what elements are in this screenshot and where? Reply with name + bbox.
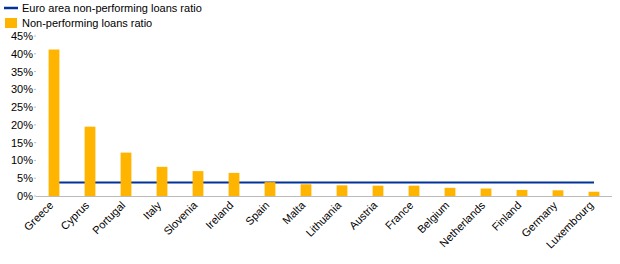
x-tick-label: Italy [141,199,164,222]
x-tick-label: Malta [280,198,308,226]
chart: 0% 5% 10% 15% 20% 25% 30% 35% 40% 45% GreeceCyprus… [0,0,620,264]
bar [517,190,528,196]
x-tick-label: Greece [21,199,55,233]
y-tick [34,36,36,37]
bar [481,189,492,196]
y-tick-label: 45% [11,30,33,42]
bar [193,171,204,196]
bar [409,186,420,196]
x-tick-label: Belgium [415,199,452,236]
y-tick [34,107,36,108]
legend-swatch [4,7,18,10]
y-tick [34,178,36,179]
bar [445,188,456,196]
x-tick-label: Netherlands [437,199,488,250]
x-tick-label: Luxembourg [544,199,596,251]
x-axis [36,196,612,197]
y-tick-label: 35% [11,66,33,78]
y-tick [34,142,36,143]
y-tick-label: 15% [11,137,33,149]
y-tick [34,71,36,72]
bar [589,192,600,196]
x-tick-label: Slovenia [161,198,200,237]
y-tick-label: 25% [11,101,33,113]
plot-marks [54,182,594,183]
legend-label: Euro area non-performing loans ratio [22,2,202,14]
y-tick-label: 0% [17,190,33,202]
bar [301,184,312,196]
x-tick-label: Portugal [90,199,127,236]
bar [373,186,384,196]
legend-label: Non-performing loans ratio [22,17,152,29]
y-tick-label: 20% [11,119,33,131]
y-tick [34,160,36,161]
y-tick [34,89,36,90]
x-tick-label: Finland [489,199,523,233]
bar [553,190,564,196]
x-tick-label: France [383,199,416,232]
y-tick [34,53,36,54]
y-tick [34,124,36,125]
y-tick-label: 10% [11,154,33,166]
x-tick-label: Lithuania [303,198,344,239]
x-tick-label: Spain [243,199,271,227]
bar [121,153,132,196]
bar [85,127,96,196]
x-tick-label: Cyprus [58,199,91,232]
line [54,181,594,183]
bar [229,173,240,196]
y-tick-label: 5% [17,172,33,184]
bar [49,50,60,196]
x-tick-label: Austria [347,198,380,231]
x-tick-label: Ireland [203,199,235,231]
y-tick-label: 30% [11,83,33,95]
bar [157,167,168,196]
y-tick-label: 40% [11,48,33,60]
legend-swatch [5,18,17,28]
bar [337,185,348,196]
y-tick [34,196,36,197]
bar [265,182,276,196]
